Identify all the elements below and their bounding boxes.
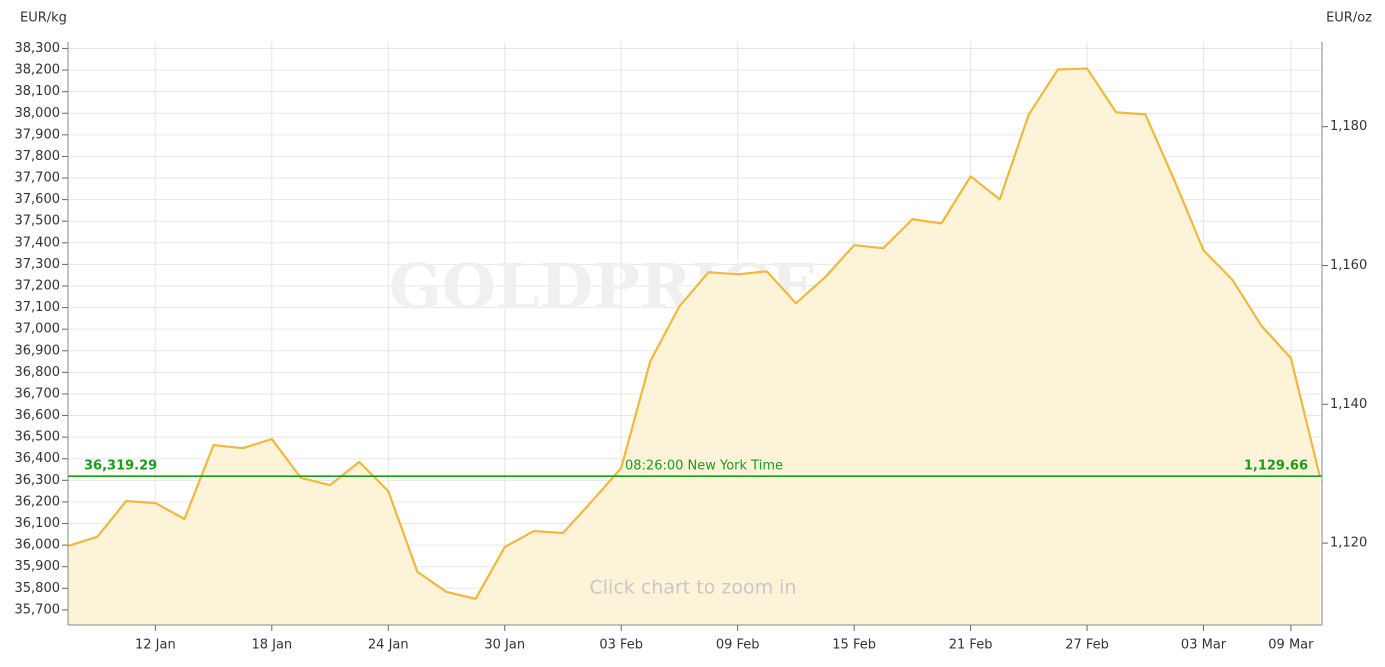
y-tick-label: 36,100 (15, 516, 61, 531)
y-tick-label: 37,000 (15, 322, 61, 337)
y-tick-label: 35,900 (15, 559, 61, 574)
y2-tick-label: 1,120 (1330, 536, 1367, 551)
y-tick-label: 36,000 (15, 538, 61, 553)
y-tick-label: 36,300 (15, 473, 61, 488)
y2-tick-label: 1,160 (1330, 258, 1367, 273)
y-tick-label: 38,300 (15, 41, 61, 56)
x-tick-label: 12 Jan (135, 638, 176, 653)
y-tick-label: 36,900 (15, 343, 61, 358)
x-tick-label: 18 Jan (251, 638, 292, 653)
y2-tick-label: 1,140 (1330, 397, 1367, 412)
y-tick-label: 38,100 (15, 84, 61, 99)
y-tick-label: 36,400 (15, 451, 61, 466)
x-tick-label: 03 Feb (599, 638, 643, 653)
y-tick-label: 36,200 (15, 494, 61, 509)
current-price-label: 36,319.29 (84, 459, 157, 474)
y-tick-label: 35,800 (15, 581, 61, 596)
x-tick-label: 09 Mar (1268, 638, 1314, 653)
y-tick-label: 38,200 (15, 63, 61, 78)
x-tick-label: 30 Jan (484, 638, 525, 653)
current-time-label: 08:26:00 New York Time (625, 459, 783, 474)
y-tick-label: 37,600 (15, 192, 61, 207)
x-tick-label: 15 Feb (832, 638, 876, 653)
y-tick-label: 36,700 (15, 386, 61, 401)
line (67, 67, 1322, 600)
y-tick-label: 37,100 (15, 300, 61, 315)
zoom-hint: Click chart to zoom in (590, 577, 797, 599)
y-tick-label: 36,600 (15, 408, 61, 423)
y-tick-label: 37,300 (15, 257, 61, 272)
y-tick-label: 37,900 (15, 127, 61, 142)
current-price-oz-label: 1,129.66 (1244, 459, 1308, 474)
x-tick-label: 24 Jan (368, 638, 409, 653)
x-tick-label: 03 Mar (1181, 638, 1227, 653)
y-tick-label: 35,700 (15, 602, 61, 617)
y-tick-label: 36,800 (15, 365, 61, 380)
x-tick-label: 27 Feb (1065, 638, 1109, 653)
y-tick-label: 37,700 (15, 171, 61, 186)
y-tick-label: 37,500 (15, 214, 61, 229)
y-tick-label: 37,200 (15, 278, 61, 293)
y-tick-label: 37,400 (15, 235, 61, 250)
x-tick-label: 21 Feb (949, 638, 993, 653)
x-tick-label: 09 Feb (716, 638, 760, 653)
y2-axis-label: EUR/oz (1326, 11, 1372, 26)
y-tick-label: 36,500 (15, 430, 61, 445)
y-tick-label: 38,000 (15, 106, 61, 121)
y-tick-label: 37,800 (15, 149, 61, 164)
y2-tick-label: 1,180 (1330, 119, 1367, 134)
y-axis-label: EUR/kg (20, 11, 67, 26)
area (68, 68, 1320, 625)
